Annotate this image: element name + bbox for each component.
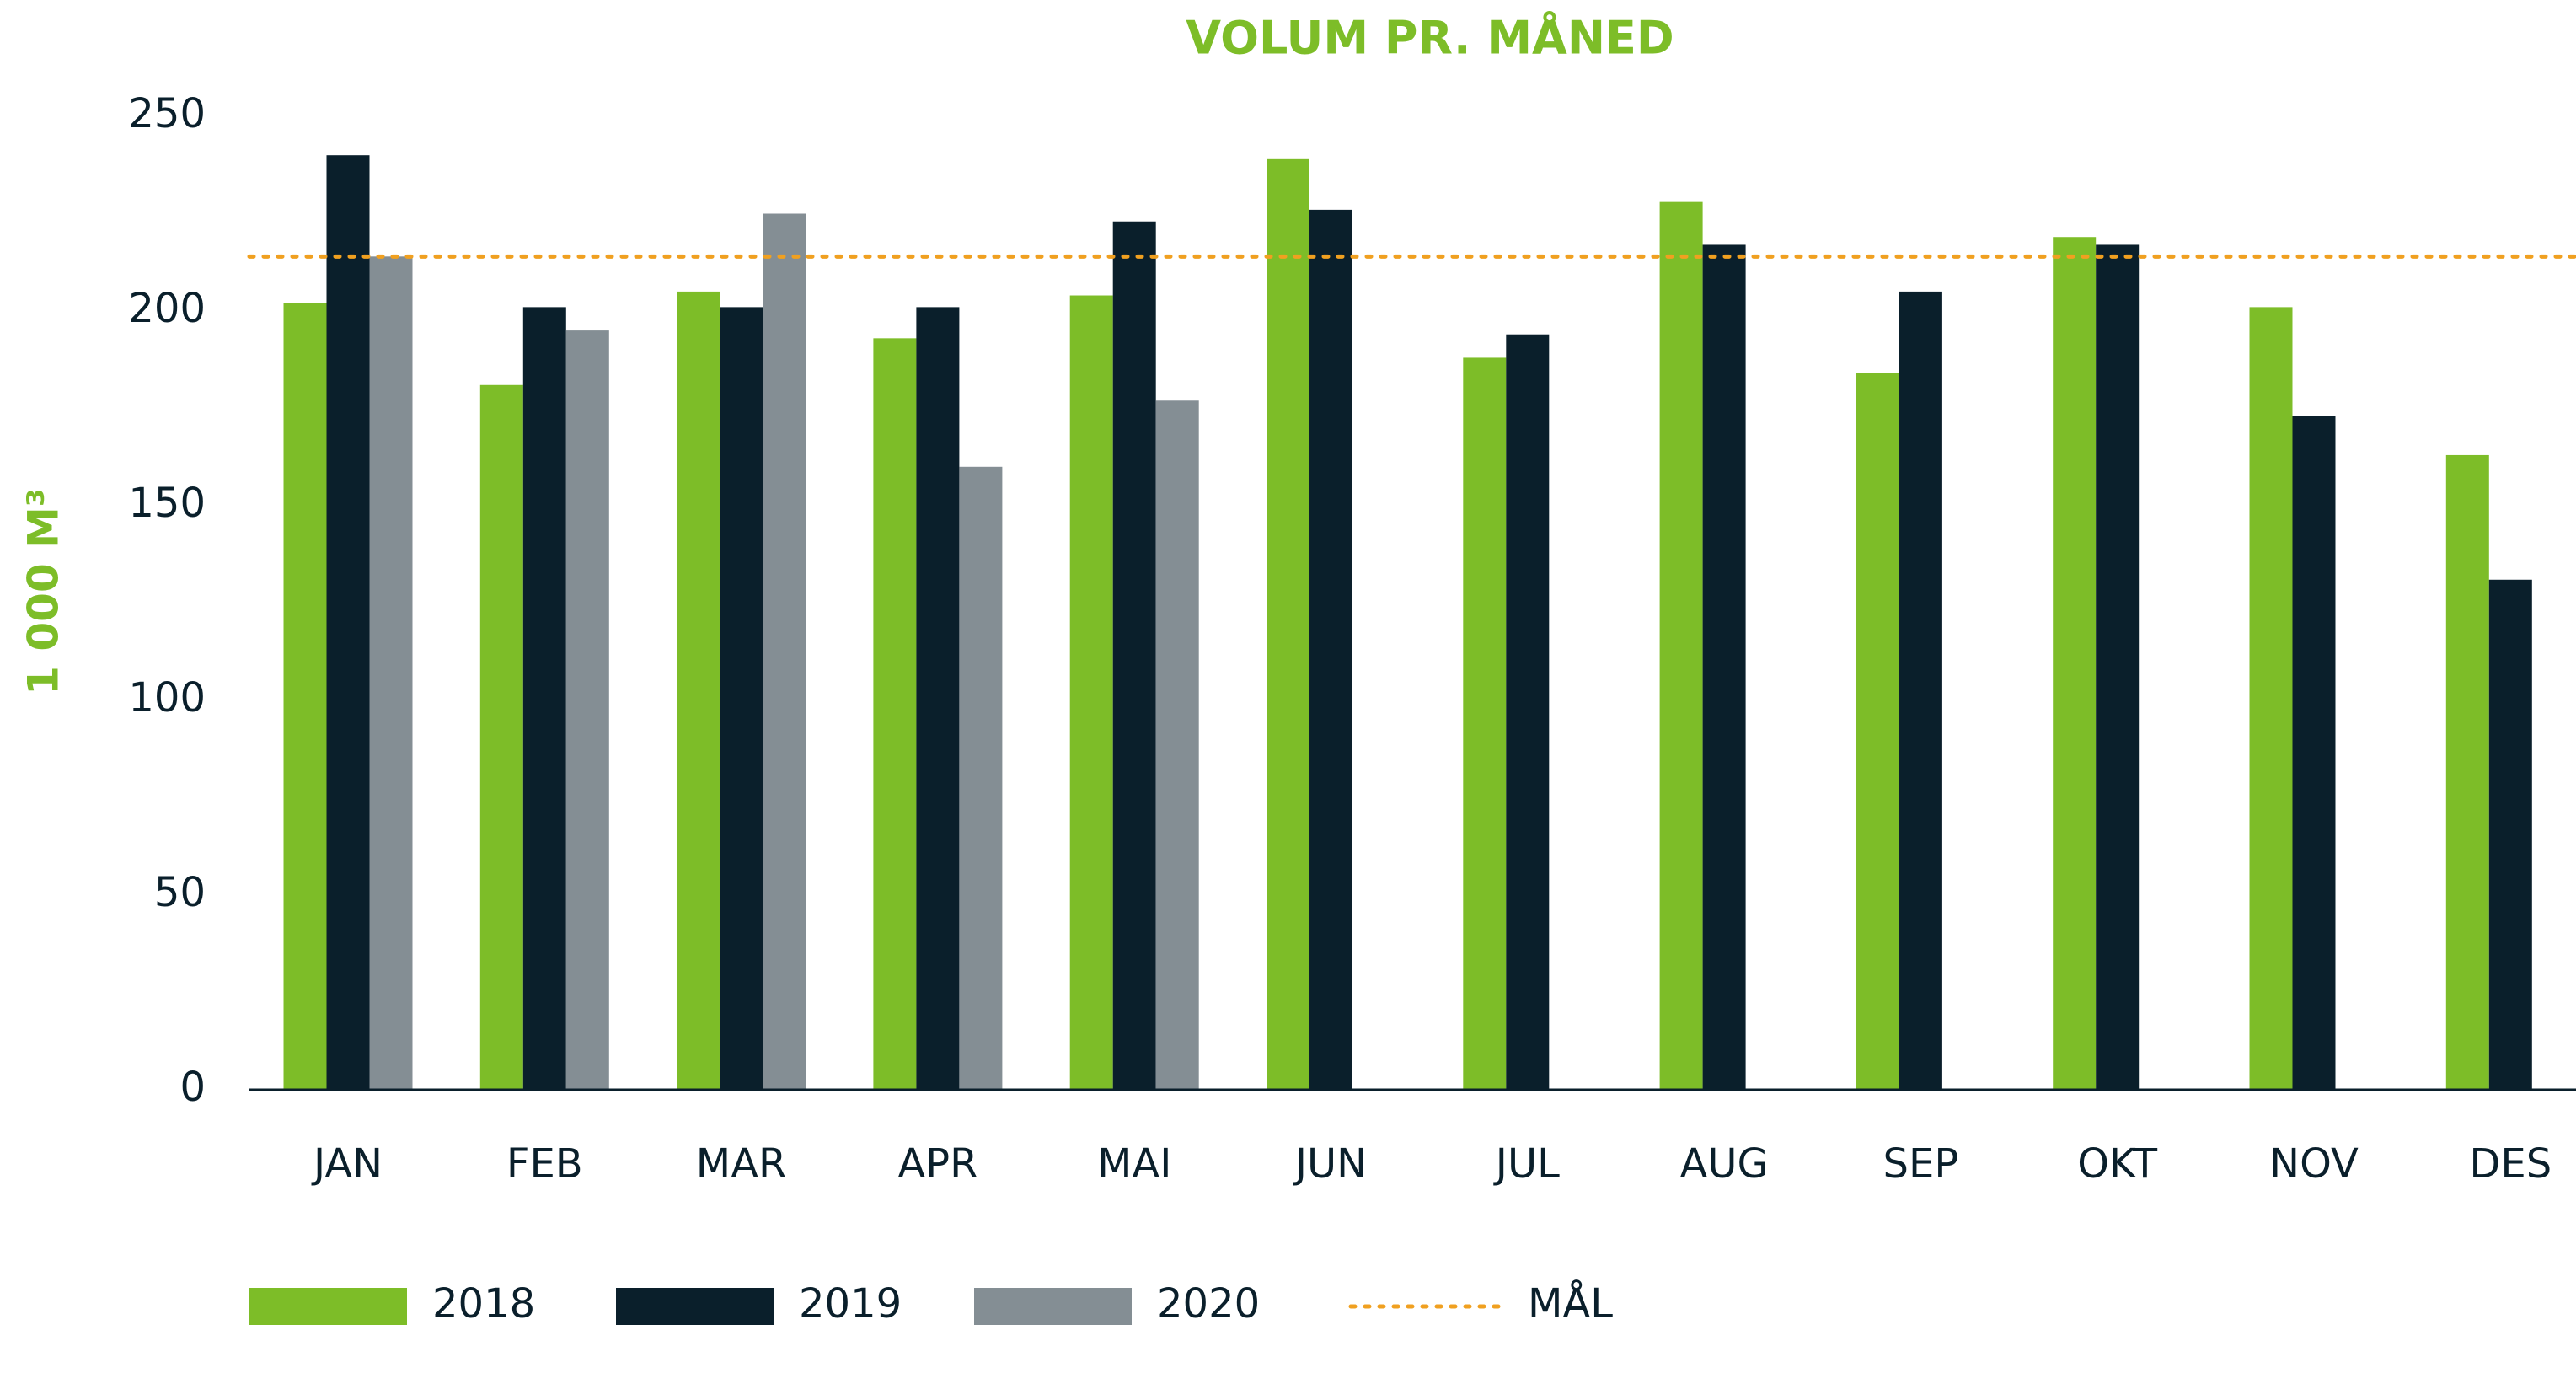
bar [2488, 579, 2532, 1090]
y-axis-label: 1 000 M³ [19, 488, 68, 695]
bar [2096, 244, 2140, 1091]
y-tick-label: 250 [128, 90, 206, 137]
bar [1702, 244, 1746, 1091]
bar [565, 330, 609, 1091]
legend-swatch [974, 1288, 1132, 1325]
x-tick-label: JUL [1493, 1140, 1560, 1188]
x-tick-label: NOV [2269, 1140, 2359, 1188]
bar [2249, 307, 2293, 1090]
bar [2292, 416, 2336, 1090]
bar [677, 291, 720, 1090]
bar [959, 466, 1003, 1090]
bar [1856, 373, 1899, 1090]
legend-label: 2019 [799, 1280, 902, 1327]
bar [1463, 357, 1507, 1090]
x-tick-label: APR [897, 1140, 977, 1188]
x-tick-label: JUN [1293, 1140, 1367, 1188]
bar [1506, 334, 1550, 1091]
bar [763, 213, 806, 1090]
y-tick-label: 150 [128, 480, 206, 527]
chart-title: VOLUM PR. MÅNED [1186, 12, 1674, 65]
bar [522, 307, 566, 1090]
bar [2053, 237, 2097, 1091]
x-tick-label: OKT [2077, 1140, 2158, 1188]
bar [479, 384, 523, 1090]
x-tick-label: SEP [1883, 1140, 1959, 1188]
y-tick-label: 100 [128, 674, 206, 721]
x-tick-label: AUG [1680, 1140, 1769, 1188]
legend-label: MÅL [1528, 1279, 1613, 1327]
x-tick-label: MAR [696, 1140, 787, 1188]
x-tick-label: MAI [1097, 1140, 1171, 1188]
x-tick-label: DES [2469, 1140, 2552, 1188]
x-tick-label: JAN [311, 1140, 383, 1188]
bar [720, 307, 763, 1090]
bar [916, 307, 960, 1090]
bar [1659, 201, 1703, 1090]
y-tick-label: 200 [128, 285, 206, 332]
legend-label: 2020 [1157, 1280, 1260, 1327]
bar [1155, 400, 1199, 1090]
legend-swatch [249, 1288, 407, 1325]
x-tick-label: FEB [506, 1140, 583, 1188]
bar [1267, 158, 1309, 1090]
y-tick-label: 50 [154, 869, 206, 916]
bar [1112, 221, 1156, 1090]
bar [369, 256, 413, 1090]
bar [1899, 291, 1942, 1090]
y-tick-label: 0 [179, 1064, 206, 1111]
bar [1309, 209, 1352, 1090]
bar [283, 303, 327, 1090]
bar [2445, 454, 2489, 1090]
legend-label: 2018 [432, 1280, 535, 1327]
bar [326, 155, 370, 1091]
bar [873, 338, 917, 1091]
legend-swatch [616, 1288, 774, 1325]
bar [1069, 295, 1113, 1090]
